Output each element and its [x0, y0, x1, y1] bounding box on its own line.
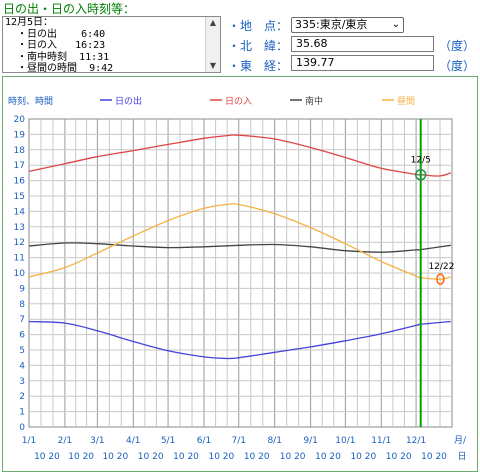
- x-unit-label: 月/: [454, 435, 467, 446]
- x-tick-label: 4/1: [126, 436, 140, 446]
- x-subtick-label: 10 20: [386, 452, 412, 462]
- x-tick-label: 6/1: [197, 436, 211, 446]
- x-subtick-label: 10 20: [102, 452, 128, 462]
- y-tick-label: 14: [14, 207, 26, 217]
- y-tick-label: 6: [19, 331, 25, 341]
- legend-label-sunrise: 日の出: [115, 95, 142, 107]
- x-tick-label: 7/1: [232, 436, 246, 446]
- daylight-marker-circle: [436, 273, 445, 285]
- latitude-input[interactable]: 35.68: [291, 36, 434, 52]
- latitude-label: ・北 緯：: [228, 39, 289, 53]
- x-subtick-label: 10 20: [350, 452, 376, 462]
- scroll-down-icon[interactable]: ▼: [209, 61, 217, 70]
- y-tick-label: 1: [19, 408, 25, 418]
- x-tick-label: 11/1: [371, 436, 391, 446]
- legend-label-noon: 南中: [305, 95, 323, 107]
- info-text: 12月5日： ・日の出 6:40 ・日の入 16:23 ・南中時刻 11:31 …: [5, 17, 204, 72]
- longitude-label: ・東 経：: [228, 59, 289, 73]
- series-line-sunrise: [28, 320, 451, 360]
- y-tick-label: 11: [14, 254, 25, 264]
- latitude-unit: （度）: [439, 39, 476, 53]
- info-line: ・日の出 6:40: [5, 28, 106, 40]
- longitude-unit: （度）: [439, 59, 476, 73]
- x-tick-label: 10/1: [335, 436, 355, 446]
- y-tick-label: 0: [19, 423, 25, 433]
- place-select[interactable]: 335:東京/東京 ⌄: [291, 17, 404, 33]
- info-line: 12月5日：: [5, 17, 54, 28]
- y-tick-label: 7: [19, 315, 25, 325]
- x-subtick-label: 10 20: [68, 452, 94, 462]
- x-tick-label: 12/1: [406, 436, 426, 446]
- y-tick-label: 4: [19, 361, 25, 371]
- date-marker-label: 12/5: [411, 156, 431, 166]
- y-tick-label: 16: [14, 177, 26, 187]
- y-tick-label: 13: [14, 223, 25, 233]
- textarea-scrollbar[interactable]: ▲ ▼: [205, 17, 220, 72]
- y-tick-label: 19: [14, 130, 26, 140]
- scroll-up-icon[interactable]: ▲: [209, 18, 217, 27]
- info-line: ・昼間の時間 9:42: [5, 63, 114, 72]
- longitude-input[interactable]: 139.77: [291, 55, 434, 71]
- x-unit-label: 日: [457, 451, 466, 462]
- y-tick-label: 2: [19, 392, 25, 402]
- x-tick-label: 1/1: [22, 436, 36, 446]
- y-tick-label: 8: [19, 300, 25, 310]
- series-line-noon: [28, 242, 451, 253]
- y-axis-label: 時刻、時間: [8, 95, 53, 107]
- y-tick-label: 9: [19, 284, 25, 294]
- legend-label-sunset: 日の入: [225, 96, 252, 107]
- y-tick-label: 10: [14, 269, 26, 279]
- place-label: ・地 点：: [228, 19, 289, 33]
- x-tick-label: 5/1: [161, 436, 175, 446]
- y-tick-label: 17: [14, 161, 25, 171]
- y-tick-label: 18: [14, 146, 26, 156]
- x-subtick-label: 10 20: [173, 452, 199, 462]
- legend-label-daylight: 昼間: [397, 96, 415, 107]
- x-tick-label: 3/1: [90, 436, 104, 446]
- x-tick-label: 2/1: [58, 436, 72, 446]
- x-subtick-label: 10 20: [208, 452, 234, 462]
- y-tick-label: 15: [14, 192, 25, 202]
- x-subtick-label: 10 20: [244, 452, 270, 462]
- x-subtick-label: 10 20: [280, 452, 306, 462]
- x-subtick-label: 10 20: [421, 452, 447, 462]
- x-subtick-label: 10 20: [34, 452, 60, 462]
- info-line: ・南中時刻 11:31: [5, 51, 110, 63]
- x-tick-label: 8/1: [267, 436, 281, 446]
- y-tick-label: 3: [19, 377, 25, 387]
- info-textarea[interactable]: 12月5日： ・日の出 6:40 ・日の入 16:23 ・南中時刻 11:31 …: [2, 16, 221, 73]
- daylight-marker-label: 12/22: [428, 262, 454, 272]
- chevron-down-icon: ⌄: [391, 19, 400, 30]
- page-title: 日の出・日の入時刻等：: [3, 2, 136, 16]
- place-select-value: 335:東京/東京: [295, 18, 368, 31]
- series-line-daylight: [28, 202, 451, 280]
- info-line: ・日の入 16:23: [5, 40, 106, 51]
- y-tick-label: 5: [19, 346, 25, 356]
- x-tick-label: 9/1: [303, 436, 317, 446]
- y-tick-label: 20: [14, 115, 26, 125]
- y-tick-label: 12: [14, 238, 25, 248]
- x-subtick-label: 10 20: [138, 452, 164, 462]
- x-subtick-label: 10 20: [315, 452, 341, 462]
